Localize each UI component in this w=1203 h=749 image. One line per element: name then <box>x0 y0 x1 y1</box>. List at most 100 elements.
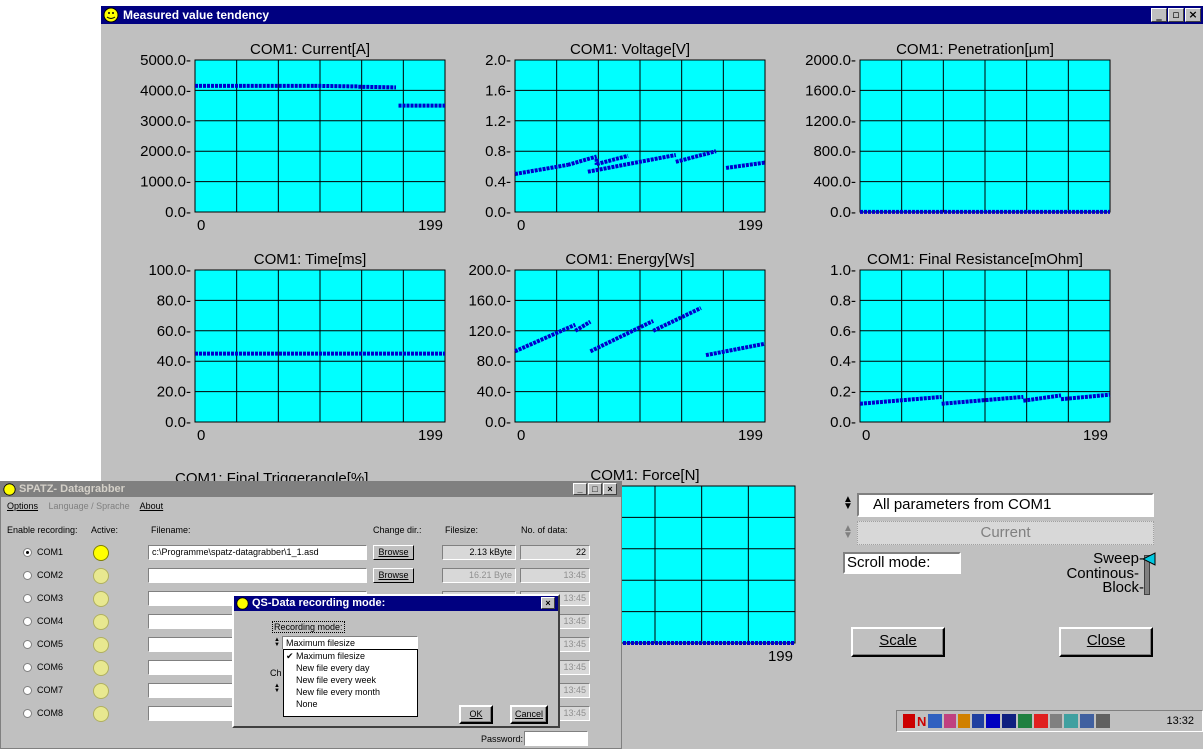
minimize-button[interactable]: _ <box>1151 8 1167 22</box>
dg-minimize-button[interactable]: _ <box>573 483 587 495</box>
y-tick-label: 5000.0- <box>140 52 191 69</box>
header-filesize: Filesize: <box>445 525 479 535</box>
scroll-option-continous[interactable]: Continous- <box>1066 565 1139 582</box>
scroll-option-sweep[interactable]: Sweep- <box>1093 550 1144 567</box>
dg-maximize-button[interactable]: □ <box>588 483 602 495</box>
y-tick-label: 80.0- <box>477 353 511 370</box>
norton-tray-icon[interactable]: N <box>917 714 927 729</box>
chart-0: COM1: Current[A] 5000.0- 4000.0- 3000.0- 200… <box>140 41 446 234</box>
tray-icon-10[interactable] <box>1034 714 1049 728</box>
dg-close-button[interactable]: × <box>603 483 617 495</box>
tray-icon-13[interactable] <box>1080 714 1095 728</box>
com-radio[interactable] <box>23 594 32 603</box>
menu-options[interactable]: Options <box>7 501 39 511</box>
qs-close-button[interactable]: × <box>541 597 555 609</box>
speaker-tray-icon[interactable] <box>1050 714 1063 728</box>
param-select-arrows-icon[interactable]: ▲ ▼ <box>843 494 853 512</box>
y-tick-label: 1200.0- <box>805 113 856 130</box>
qs-side-arrows-icon[interactable]: ▲ ▼ <box>274 683 280 694</box>
active-smiley-icon <box>93 637 109 653</box>
tray-icon-9[interactable] <box>1018 714 1033 728</box>
chart-2: COM1: Penetration[µm] 2000.0- 1600.0- 1200.… <box>805 41 1111 221</box>
data-series <box>596 153 629 167</box>
y-tick-label: 200.0- <box>468 262 511 279</box>
y-tick-label: 0.4- <box>485 174 511 191</box>
qs-title-bar[interactable]: QS-Data recording mode: × <box>234 596 558 611</box>
close-window-button[interactable]: × <box>1185 8 1201 22</box>
close-button[interactable]: Close <box>1059 627 1153 657</box>
tray-icons[interactable]: N <box>903 714 1111 729</box>
y-tick-label: 0.0- <box>165 414 191 431</box>
recording-mode-dropdown[interactable]: Maximum filesize ✔ New file every day New f… <box>283 649 418 717</box>
param-select[interactable]: All parameters from COM1 <box>857 493 1154 517</box>
tray-icon-8[interactable] <box>1002 714 1017 728</box>
com-radio[interactable] <box>23 548 32 557</box>
data-series <box>589 319 655 354</box>
app-smiley-icon <box>103 7 119 23</box>
y-tick-label: 3000.0- <box>140 113 191 130</box>
com-radio[interactable] <box>23 686 32 695</box>
recording-mode-option[interactable]: New file every month <box>296 687 381 697</box>
x-tick-label: 199 <box>768 648 793 665</box>
scroll-slider-track[interactable] <box>1144 555 1150 595</box>
com-radio[interactable] <box>23 571 32 580</box>
count-field: 13:45 <box>520 568 590 583</box>
tray-icon-6[interactable] <box>972 714 985 728</box>
com-radio[interactable] <box>23 617 32 626</box>
com-label: COM2 <box>37 570 64 580</box>
shield-tray-icon[interactable] <box>903 714 915 728</box>
recording-mode-option[interactable]: New file every week <box>296 675 377 685</box>
menu-about[interactable]: About <box>139 501 164 511</box>
data-series <box>675 149 717 164</box>
com-label: COM4 <box>37 616 64 626</box>
password-field[interactable] <box>524 731 588 746</box>
recording-mode-arrows-icon[interactable]: ▲ ▼ <box>274 637 280 648</box>
tray-icon-4[interactable] <box>944 714 957 728</box>
clock[interactable]: 13:32 <box>1166 715 1194 727</box>
recording-mode-option[interactable]: None <box>296 699 318 709</box>
datagrabber-title-bar[interactable]: SPATZ- Datagrabber _ □ × <box>1 482 621 497</box>
header-active: Active: <box>91 525 119 535</box>
recording-mode-option[interactable]: Maximum filesize ✔ <box>286 651 366 661</box>
data-series <box>314 83 359 89</box>
scale-button[interactable]: Scale <box>851 627 945 657</box>
maximize-button[interactable]: ▫ <box>1168 8 1184 22</box>
chart-title: COM1: Force[N] <box>590 467 699 484</box>
filename-field[interactable] <box>148 568 367 583</box>
filename-field[interactable]: c:\Programme\spatz-datagrabber\1_1.asd <box>148 545 367 560</box>
data-series <box>587 153 677 174</box>
filesize-field: 2.13 kByte <box>442 545 516 560</box>
y-tick-label: 40.0- <box>477 384 511 401</box>
com-radio[interactable] <box>23 709 32 718</box>
x-tick-label: 0 <box>197 217 205 234</box>
tray-icon-5[interactable] <box>958 714 971 728</box>
qs-cancel-button[interactable]: Cancel <box>510 705 548 724</box>
tray-icon-12[interactable] <box>1064 714 1079 728</box>
recording-mode-select[interactable]: Maximum filesize <box>282 636 418 650</box>
main-title-bar[interactable]: Measured value tendency _ ▫ × <box>101 6 1203 24</box>
scroll-slider-thumb[interactable] <box>1141 552 1157 566</box>
x-tick-label: 0 <box>517 427 525 444</box>
com-radio[interactable] <box>23 663 32 672</box>
com-label: COM5 <box>37 639 64 649</box>
tray-icon-3[interactable] <box>928 714 943 728</box>
scroll-option-block[interactable]: Block- <box>1102 579 1144 596</box>
chart-1: COM1: Voltage[V] 2.0- 1.6- 1.2- 0.8- 0.4- 0.0-… <box>485 41 766 234</box>
com-radio[interactable] <box>23 640 32 649</box>
browse-button[interactable]: Browse <box>373 545 414 560</box>
data-series <box>705 341 766 358</box>
check-icon: ✔ <box>286 651 294 661</box>
y-tick-label: 1.0- <box>830 262 856 279</box>
tray-icon-14[interactable] <box>1096 714 1111 728</box>
browse-button[interactable]: Browse <box>373 568 414 583</box>
system-tray: N 13:32 <box>896 710 1203 732</box>
recording-mode-option[interactable]: New file every day <box>296 663 370 673</box>
y-tick-label: 0.0- <box>830 204 856 221</box>
qs-ok-button[interactable]: OK <box>459 705 493 724</box>
tray-icon-7[interactable] <box>986 714 1001 728</box>
recording-mode-label: Recording mode: <box>272 621 345 633</box>
param-sub-arrows-icon: ▲ ▼ <box>843 523 853 541</box>
com-label: COM1 <box>37 547 64 557</box>
chart-3: COM1: Time[ms] 100.0- 80.0- 60.0- 40.0- 20.0-… <box>148 251 446 444</box>
